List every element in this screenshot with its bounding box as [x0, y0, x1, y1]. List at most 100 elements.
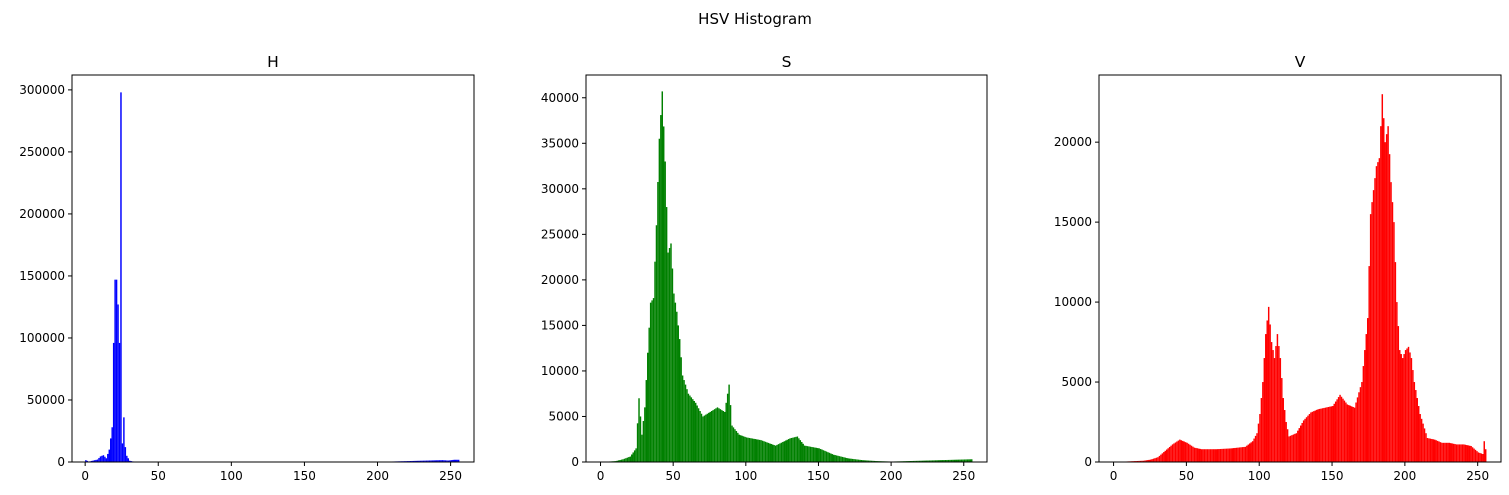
histogram-bar [774, 445, 777, 462]
histogram-bar [802, 443, 804, 462]
histogram-bar [1406, 348, 1408, 462]
histogram-bar [1466, 445, 1468, 462]
x-tick-label: 150 [807, 469, 830, 483]
histogram-bar [1292, 434, 1295, 462]
histogram-bar [1288, 436, 1290, 462]
histogram-bar [825, 451, 828, 462]
histogram-bar [809, 446, 812, 462]
histogram-bar [1384, 142, 1386, 463]
histogram-bar [123, 417, 125, 462]
histogram-bars [85, 92, 460, 463]
histogram-bar [683, 380, 685, 462]
histogram-bar [107, 453, 109, 462]
histogram-bar [771, 444, 774, 462]
histogram-bar [1184, 442, 1187, 462]
histogram-bar [1222, 448, 1225, 462]
histogram-bar [1470, 446, 1472, 462]
histogram-bar [418, 460, 420, 462]
histogram-bar [431, 460, 434, 462]
histogram-bar [1330, 406, 1333, 462]
histogram-bar [1431, 438, 1433, 462]
histogram-bar [966, 459, 969, 462]
histogram-bar [1345, 402, 1347, 462]
histogram-bar [718, 408, 720, 462]
histogram-bar [1141, 460, 1143, 462]
histogram-bar [664, 161, 666, 462]
histogram-bar [937, 460, 940, 462]
histogram-bar [1332, 406, 1334, 462]
histogram-bar [649, 302, 652, 462]
histogram-bar [1483, 441, 1485, 462]
histogram-bar [805, 445, 807, 462]
histogram-bar [1429, 438, 1432, 462]
y-tick-label: 0 [571, 455, 579, 469]
y-tick-label: 20000 [1054, 135, 1092, 149]
histogram-bar [959, 459, 961, 462]
histogram-bar [105, 458, 108, 462]
histogram-bar [1359, 387, 1362, 462]
histogram-bar [1337, 397, 1340, 462]
histogram-bar [850, 458, 852, 462]
histogram-bar [1343, 400, 1346, 462]
histogram-bar [1142, 460, 1145, 462]
histogram-bar [412, 460, 415, 462]
histogram-bar [811, 446, 813, 462]
histogram-bar [1149, 459, 1152, 462]
histogram-bar [1364, 350, 1366, 462]
histogram-bar [1182, 440, 1184, 462]
histogram-bar [1269, 324, 1271, 462]
histogram-bar [857, 459, 860, 462]
histogram-bar [127, 458, 130, 462]
histogram-bar [1289, 435, 1292, 462]
histogram-bar [1458, 444, 1461, 462]
histogram-bar [706, 413, 709, 462]
histogram-bar [814, 447, 816, 462]
histogram-bar [126, 455, 128, 462]
histogram-bar [1320, 408, 1322, 462]
histogram-bar [766, 442, 768, 462]
histogram-bar [1348, 405, 1350, 462]
histogram-bar [1262, 382, 1264, 462]
histogram-bar [1316, 409, 1318, 462]
histogram-bar [101, 455, 103, 462]
histogram-bar [828, 452, 831, 462]
histogram-bar [453, 459, 455, 462]
histogram-bar [428, 460, 431, 462]
histogram-bar [1372, 190, 1375, 462]
histogram-bar [619, 460, 621, 462]
histogram-bar [1278, 346, 1280, 462]
histogram-bar [1301, 422, 1303, 462]
histogram-bar [1310, 412, 1312, 462]
histogram-bar [699, 411, 701, 462]
axes-frame [1098, 74, 1502, 463]
histogram-bar [616, 460, 618, 462]
histogram-bar [1419, 414, 1421, 462]
histogram-bar [660, 115, 662, 462]
histogram-bar [924, 460, 926, 462]
y-tick-label: 150000 [19, 269, 65, 283]
histogram-bar [712, 410, 714, 462]
histogram-bar [1166, 449, 1168, 462]
histogram-bar [430, 460, 432, 462]
histogram-bar [110, 438, 112, 462]
histogram-bar [1189, 444, 1191, 462]
histogram-bar [1451, 443, 1453, 462]
histogram-bar [936, 460, 938, 462]
subplot-title: S [782, 53, 792, 71]
histogram-bar [786, 439, 788, 462]
histogram-bar [1272, 350, 1274, 462]
histogram-bar [735, 431, 738, 462]
histogram-bar [1448, 442, 1451, 462]
histogram-bar [639, 416, 642, 462]
histogram-bar [854, 459, 857, 462]
histogram-bar [1282, 398, 1284, 462]
histogram-bar [1317, 409, 1319, 462]
histogram-bar [940, 460, 942, 462]
histogram-bar [866, 460, 868, 462]
histogram-bar [452, 459, 454, 462]
histogram-bar [1393, 222, 1395, 462]
histogram-bar [1476, 451, 1478, 462]
histogram-bar [1187, 443, 1190, 462]
histogram-bar [655, 225, 658, 462]
